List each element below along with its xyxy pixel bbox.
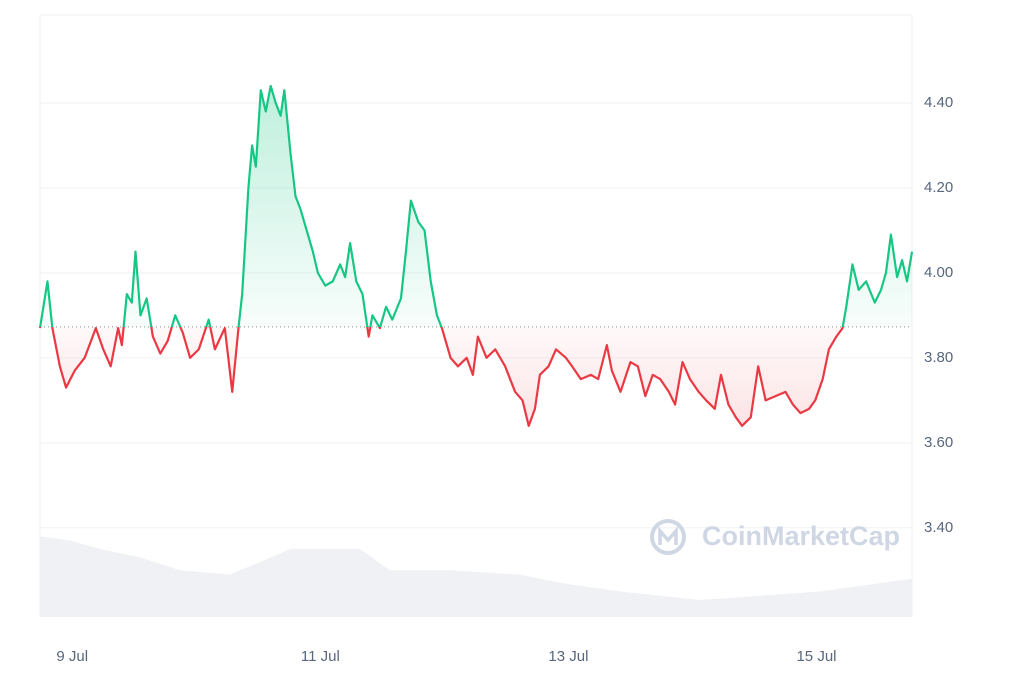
volume-area	[40, 536, 912, 617]
y-tick-label: 3.40	[924, 519, 953, 536]
watermark: CoinMarketCap	[650, 519, 900, 555]
y-tick-label: 3.80	[924, 349, 953, 366]
watermark-text: CoinMarketCap	[702, 521, 900, 551]
y-tick-label: 4.40	[924, 94, 953, 111]
price-area	[40, 85, 912, 426]
x-tick-label: 15 Jul	[796, 648, 836, 665]
x-tick-label: 9 Jul	[56, 648, 88, 665]
y-tick-label: 4.20	[924, 179, 953, 196]
x-tick-label: 13 Jul	[548, 648, 588, 665]
x-tick-label: 11 Jul	[301, 648, 340, 665]
price-line	[38, 84, 914, 427]
y-tick-label: 4.00	[924, 264, 953, 281]
y-tick-label: 3.60	[924, 434, 953, 451]
